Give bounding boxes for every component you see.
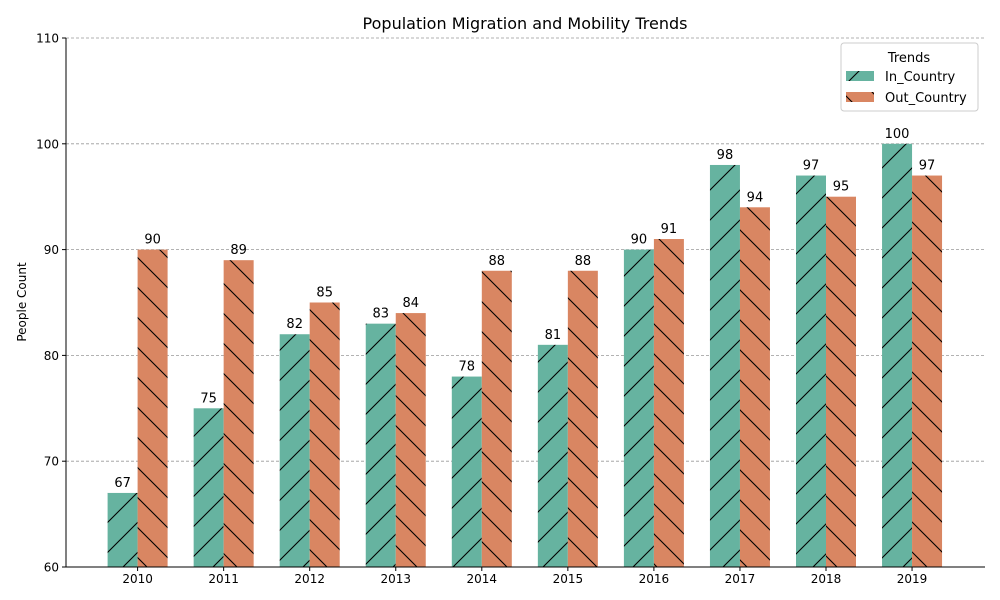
y-axis-label: People Count (15, 262, 29, 342)
bar-in-country-2011[interactable] (193, 408, 224, 567)
y-tick-label: 80 (44, 349, 59, 363)
axes (65, 38, 985, 568)
data-label: 95 (833, 180, 850, 195)
data-label: 78 (459, 360, 476, 375)
x-tick-label: 2017 (725, 572, 756, 586)
bar-in-country-2019[interactable] (882, 143, 913, 568)
x-tick-label: 2015 (553, 572, 584, 586)
data-labels: 67 90 75 89 82 85 83 84 78 88 81 88 90 91 98 94 97 95 100 9… (114, 127, 935, 491)
bar-out-country-2011[interactable] (223, 260, 254, 567)
legend[interactable]: Trends In_Country Out_Country (840, 42, 979, 112)
tick-labels: 60 70 80 90 100 110 2010 2011 2012 2013 2014 2015 20… (36, 32, 927, 587)
data-label: 88 (489, 254, 506, 269)
legend-label: Out_Country (885, 91, 967, 106)
data-label: 91 (661, 222, 678, 237)
bar-out-country-2015[interactable] (567, 270, 598, 567)
x-tick-label: 2014 (467, 572, 498, 586)
x-tick-label: 2019 (897, 572, 928, 586)
data-label: 83 (372, 307, 389, 322)
legend-label: In_Country (885, 70, 956, 85)
y-tick-label: 70 (44, 455, 59, 469)
bar-in-country-2013[interactable] (365, 323, 396, 567)
bar-out-country-2017[interactable] (739, 207, 770, 567)
bar-in-country-2010[interactable] (107, 492, 138, 567)
legend-title: Trends (887, 51, 931, 66)
x-tick-label: 2012 (294, 572, 325, 586)
bar-out-country-2013[interactable] (395, 313, 426, 567)
data-label: 81 (545, 328, 562, 343)
y-tick-label: 60 (44, 561, 59, 575)
bar-out-country-2012[interactable] (309, 302, 340, 568)
bar-in-country-2017[interactable] (709, 164, 740, 567)
legend-swatch (846, 71, 874, 81)
data-label: 97 (803, 159, 820, 174)
data-label: 75 (200, 391, 217, 406)
data-label: 84 (402, 296, 419, 311)
bar-out-country-2018[interactable] (826, 196, 856, 567)
bar-out-country-2016[interactable] (653, 239, 684, 567)
data-label: 90 (631, 233, 648, 248)
bar-in-country-2014[interactable] (451, 376, 482, 567)
data-label: 97 (919, 159, 936, 174)
data-label: 67 (114, 476, 131, 491)
bar-in-country-2012[interactable] (279, 334, 310, 567)
data-label: 89 (230, 243, 247, 258)
bar-in-country-2018[interactable] (796, 175, 826, 568)
x-tick-label: 2016 (639, 572, 670, 586)
legend-swatch (846, 92, 874, 102)
data-label: 85 (316, 286, 333, 301)
bar-in-country-2015[interactable] (537, 344, 568, 567)
bar-out-country-2014[interactable] (481, 270, 512, 567)
data-label: 94 (747, 190, 764, 205)
legend-items: In_Country Out_Country (846, 70, 967, 106)
bar-in-country-2016[interactable] (623, 249, 654, 567)
data-label: 90 (144, 233, 161, 248)
x-tick-label: 2010 (122, 572, 153, 586)
bar-out-country-2010[interactable] (137, 249, 168, 567)
bars (107, 143, 943, 568)
bar-out-country-2019[interactable] (912, 175, 943, 568)
y-tick-label: 100 (36, 137, 59, 151)
x-tick-label: 2018 (811, 572, 842, 586)
legend-frame (840, 42, 979, 112)
data-label: 98 (717, 148, 734, 163)
data-label: 100 (885, 127, 910, 142)
data-label: 88 (575, 254, 592, 269)
y-tick-label: 90 (44, 243, 59, 257)
x-tick-label: 2013 (380, 572, 411, 586)
chart-title: Population Migration and Mobility Trends (363, 14, 688, 33)
x-tick-label: 2011 (208, 572, 239, 586)
data-label: 82 (286, 317, 303, 332)
y-tick-label: 110 (36, 32, 59, 46)
